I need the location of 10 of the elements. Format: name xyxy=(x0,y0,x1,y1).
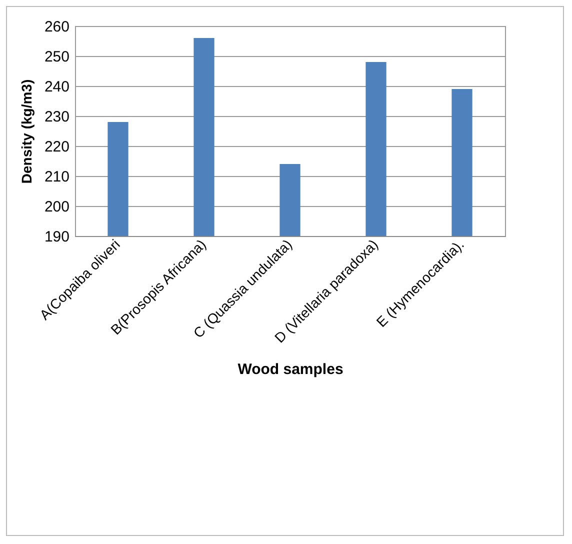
x-axis-title: Wood samples xyxy=(238,360,344,378)
y-tick-label: 200 xyxy=(44,198,70,216)
y-tick-label: 190 xyxy=(44,228,70,246)
y-tick-label: 260 xyxy=(44,18,70,36)
y-tick-label: 210 xyxy=(44,168,70,186)
y-axis-title: Density (kg/m3) xyxy=(18,79,34,184)
y-tick-label: 250 xyxy=(44,48,70,66)
y-tick-label: 230 xyxy=(44,108,70,126)
y-tick-label: 240 xyxy=(44,78,70,96)
y-tick-label: 220 xyxy=(44,138,70,156)
